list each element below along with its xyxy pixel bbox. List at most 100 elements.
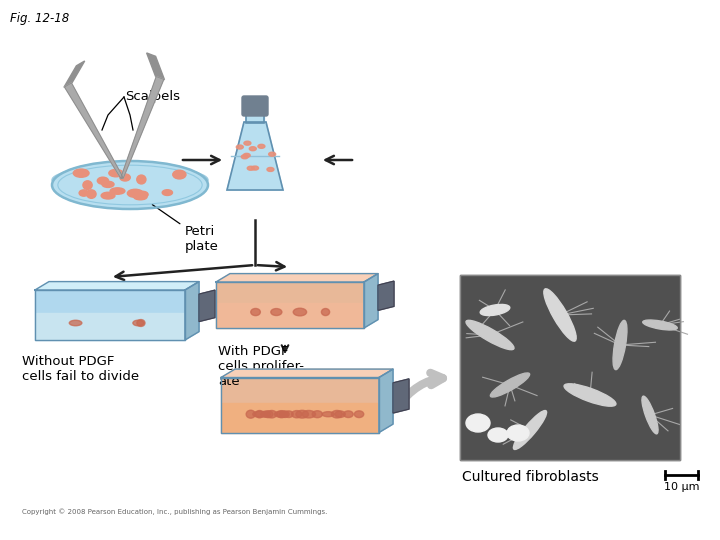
- Ellipse shape: [466, 414, 490, 432]
- Ellipse shape: [247, 166, 254, 170]
- Ellipse shape: [101, 192, 115, 199]
- Ellipse shape: [79, 190, 89, 196]
- Bar: [221, 377, 379, 433]
- Ellipse shape: [134, 194, 147, 200]
- Ellipse shape: [488, 428, 508, 442]
- Ellipse shape: [466, 320, 514, 350]
- Ellipse shape: [102, 181, 114, 187]
- Ellipse shape: [243, 153, 251, 157]
- Polygon shape: [185, 281, 199, 340]
- Ellipse shape: [276, 410, 287, 418]
- Polygon shape: [35, 281, 199, 290]
- Bar: [246, 101, 264, 123]
- Polygon shape: [379, 369, 393, 433]
- Ellipse shape: [127, 189, 143, 198]
- Ellipse shape: [331, 410, 343, 418]
- Ellipse shape: [162, 190, 173, 195]
- Polygon shape: [147, 53, 164, 80]
- Ellipse shape: [251, 166, 258, 170]
- Ellipse shape: [642, 396, 658, 434]
- Ellipse shape: [137, 191, 148, 198]
- Ellipse shape: [249, 147, 256, 151]
- Ellipse shape: [302, 410, 315, 418]
- Polygon shape: [216, 274, 378, 282]
- Ellipse shape: [296, 410, 308, 418]
- Ellipse shape: [643, 320, 678, 330]
- Text: Copyright © 2008 Pearson Education, Inc., publishing as Pearson Benjamin Cumming: Copyright © 2008 Pearson Education, Inc.…: [22, 508, 328, 515]
- Text: Without PDGF
cells fail to divide: Without PDGF cells fail to divide: [22, 355, 139, 383]
- Ellipse shape: [343, 411, 354, 417]
- Ellipse shape: [321, 308, 330, 315]
- Ellipse shape: [83, 181, 92, 190]
- Polygon shape: [121, 77, 163, 178]
- Ellipse shape: [564, 384, 616, 406]
- Ellipse shape: [133, 320, 144, 326]
- Ellipse shape: [120, 174, 130, 181]
- Text: Scalpels: Scalpels: [125, 90, 180, 103]
- Bar: [460, 275, 680, 460]
- Ellipse shape: [266, 410, 276, 418]
- Ellipse shape: [69, 320, 82, 326]
- FancyBboxPatch shape: [242, 96, 268, 116]
- Ellipse shape: [261, 411, 270, 417]
- Polygon shape: [227, 122, 283, 190]
- Ellipse shape: [281, 411, 289, 417]
- Ellipse shape: [269, 152, 276, 156]
- Polygon shape: [364, 274, 378, 328]
- Bar: [217, 303, 363, 327]
- Ellipse shape: [354, 411, 364, 417]
- Ellipse shape: [271, 308, 282, 315]
- Ellipse shape: [253, 411, 266, 417]
- Bar: [460, 275, 680, 460]
- Ellipse shape: [312, 411, 323, 418]
- Ellipse shape: [513, 410, 546, 449]
- Bar: [35, 290, 185, 340]
- Ellipse shape: [256, 410, 264, 418]
- Ellipse shape: [335, 411, 346, 417]
- Ellipse shape: [490, 373, 530, 397]
- Bar: [222, 403, 378, 431]
- Ellipse shape: [284, 411, 293, 417]
- Ellipse shape: [480, 305, 510, 315]
- Ellipse shape: [73, 169, 89, 177]
- Polygon shape: [65, 83, 123, 179]
- Polygon shape: [221, 369, 393, 377]
- Ellipse shape: [246, 410, 256, 418]
- Ellipse shape: [544, 289, 576, 341]
- Ellipse shape: [244, 141, 251, 145]
- Text: 10 μm: 10 μm: [664, 482, 699, 492]
- Ellipse shape: [279, 411, 288, 417]
- Ellipse shape: [52, 166, 208, 194]
- Text: Fig. 12-18: Fig. 12-18: [10, 12, 69, 25]
- Ellipse shape: [507, 425, 529, 441]
- Ellipse shape: [236, 145, 243, 149]
- Ellipse shape: [110, 188, 125, 194]
- Bar: [246, 101, 264, 123]
- Polygon shape: [378, 281, 394, 310]
- Ellipse shape: [267, 167, 274, 172]
- Polygon shape: [64, 61, 85, 87]
- Ellipse shape: [274, 411, 286, 417]
- Bar: [36, 313, 184, 339]
- Ellipse shape: [293, 308, 307, 316]
- Polygon shape: [393, 379, 409, 413]
- Ellipse shape: [86, 190, 96, 198]
- Bar: [216, 282, 364, 328]
- Ellipse shape: [52, 161, 208, 209]
- Ellipse shape: [322, 411, 334, 417]
- Ellipse shape: [137, 175, 146, 184]
- Ellipse shape: [258, 144, 265, 148]
- Ellipse shape: [97, 177, 109, 184]
- Ellipse shape: [613, 320, 627, 370]
- Ellipse shape: [241, 155, 248, 159]
- Text: Cultured fibroblasts: Cultured fibroblasts: [462, 470, 599, 484]
- Ellipse shape: [264, 411, 273, 417]
- Ellipse shape: [137, 320, 145, 327]
- Ellipse shape: [173, 170, 186, 179]
- Ellipse shape: [251, 308, 261, 315]
- Text: With PDGF
cells prolifer-
ate: With PDGF cells prolifer- ate: [218, 345, 304, 388]
- Ellipse shape: [109, 170, 123, 177]
- Polygon shape: [199, 290, 215, 322]
- Ellipse shape: [292, 410, 302, 418]
- Text: Petri
plate: Petri plate: [153, 205, 219, 253]
